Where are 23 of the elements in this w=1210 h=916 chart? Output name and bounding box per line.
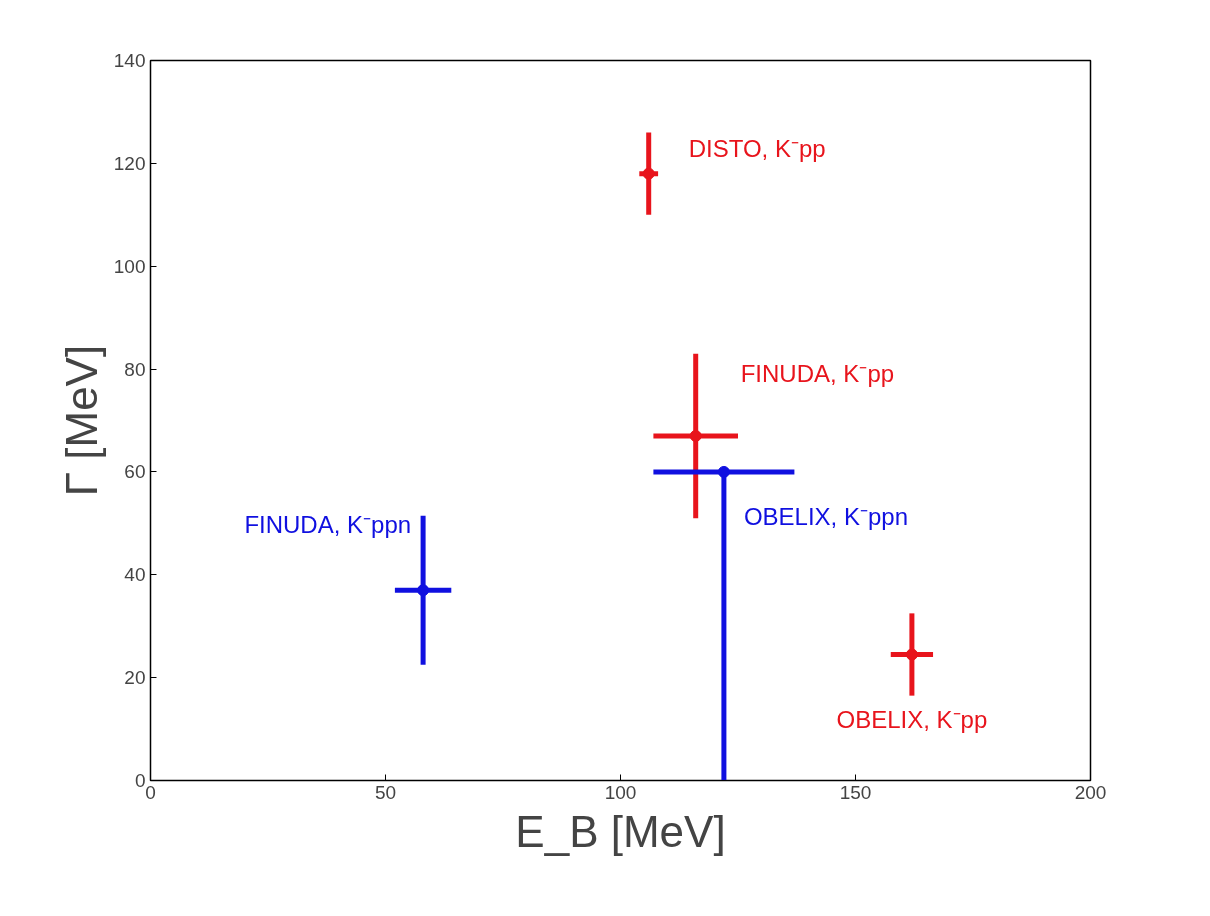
x-tick-label: 200 [1074, 781, 1107, 803]
point [905, 648, 918, 661]
y-tick-label: 140 [113, 50, 146, 71]
y-tick-label: 60 [124, 461, 146, 483]
x-tick-label: 100 [604, 781, 637, 803]
point [689, 429, 702, 442]
point [417, 584, 430, 597]
point [642, 167, 655, 180]
point [717, 465, 730, 478]
x-tick-label: 150 [839, 781, 872, 803]
series-label: OBELIX, K⁻ppn [743, 503, 908, 531]
text: FINUDA, K⁻pp [740, 360, 895, 388]
x-tick-label: 50 [374, 781, 397, 803]
y-tick-label: 120 [113, 152, 146, 174]
x-axis-title: E_B [MeV] [515, 806, 726, 856]
text: FINUDA, K⁻ppn [244, 510, 412, 538]
y-tick-label: 40 [124, 564, 146, 586]
y-axis-title: Γ [MeV] [56, 344, 106, 497]
y-tick-label: 20 [124, 667, 146, 689]
text: OBELIX, K⁻pp [836, 706, 988, 733]
y-tick-label: 100 [113, 255, 146, 277]
y-tick-label: 80 [124, 358, 146, 380]
series-label: DISTO, K⁻pp [688, 135, 826, 163]
